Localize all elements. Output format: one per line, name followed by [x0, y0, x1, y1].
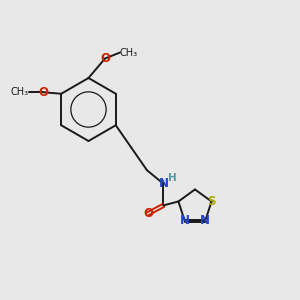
Text: N: N: [180, 214, 190, 227]
Text: O: O: [143, 207, 153, 220]
Text: S: S: [207, 195, 216, 208]
Text: N: N: [158, 177, 169, 190]
Text: N: N: [200, 214, 210, 227]
Text: O: O: [100, 52, 110, 65]
Text: CH₃: CH₃: [120, 47, 138, 58]
Text: H: H: [167, 173, 176, 183]
Text: O: O: [38, 86, 48, 99]
Text: CH₃: CH₃: [11, 87, 29, 97]
